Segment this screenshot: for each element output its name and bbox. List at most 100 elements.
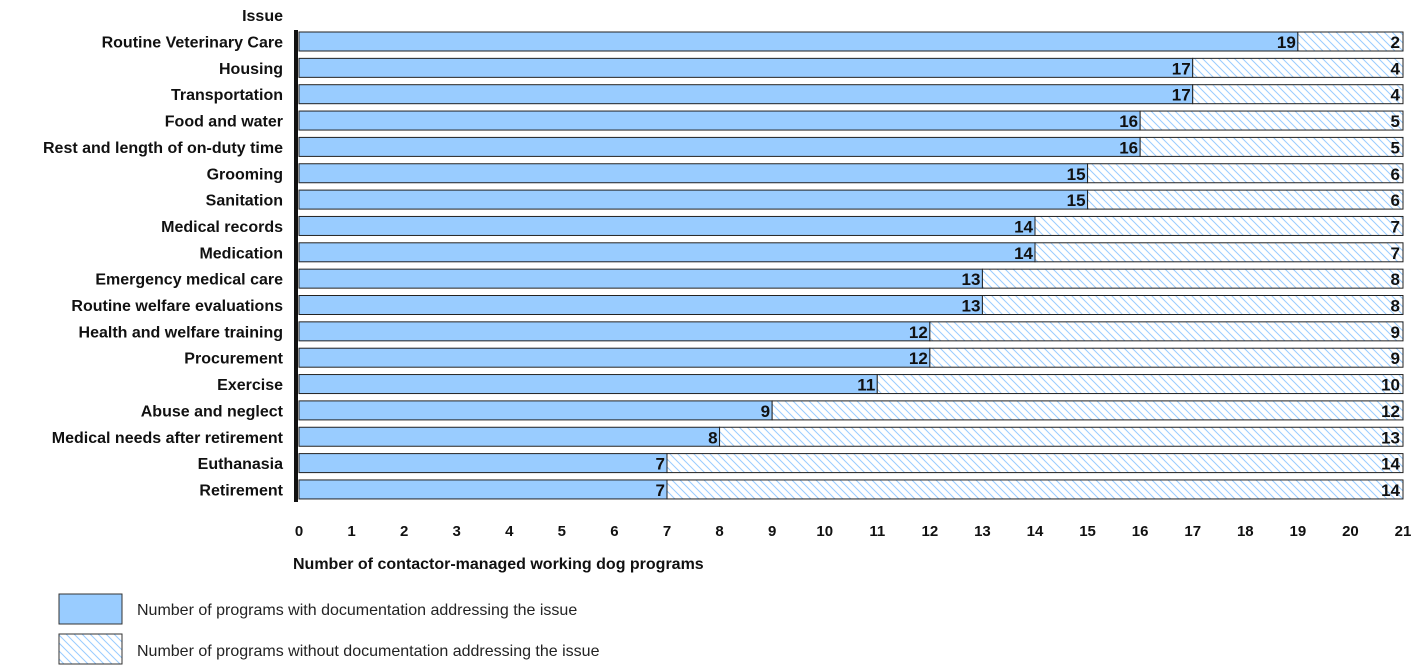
category-label-retirement: Retirement bbox=[199, 482, 283, 499]
bar-with-documentation-abuse-and-neglect bbox=[298, 400, 773, 421]
x-tick-label-9: 9 bbox=[768, 523, 776, 540]
value-label-without-documentation-transportation: 4 bbox=[1391, 86, 1401, 105]
x-axis-ticks-layer: 0 1 2 3 4 5 6 7 8 9 10 11 12 13 14 15 16 17 18 19 20 21 bbox=[295, 523, 1412, 540]
bar-with-documentation-exercise bbox=[298, 374, 878, 395]
category-label-exercise: Exercise bbox=[217, 377, 283, 394]
value-label-with-documentation-transportation: 17 bbox=[1172, 86, 1191, 105]
category-label-food-and-water: Food and water bbox=[165, 114, 283, 131]
value-label-with-documentation-sanitation: 15 bbox=[1067, 191, 1086, 210]
value-label-without-documentation-housing: 4 bbox=[1391, 59, 1401, 78]
bar-with-documentation-euthanasia bbox=[298, 453, 668, 474]
bar-with-documentation-sanitation bbox=[298, 189, 1089, 210]
bar-with-documentation-food-and-water bbox=[298, 110, 1141, 131]
bar-with-documentation-medication bbox=[298, 242, 1036, 263]
y-axis-line bbox=[294, 30, 298, 502]
value-label-with-documentation-procurement: 12 bbox=[909, 349, 928, 368]
bar-without-documentation-food-and-water bbox=[1139, 110, 1404, 131]
value-label-with-documentation-emergency-medical-care: 13 bbox=[962, 270, 981, 289]
x-tick-label-7: 7 bbox=[663, 523, 671, 540]
value-label-with-documentation-medical-needs-after-retirement: 8 bbox=[708, 428, 717, 447]
category-label-procurement: Procurement bbox=[184, 351, 283, 368]
bar-without-documentation-grooming bbox=[1087, 163, 1404, 184]
value-label-without-documentation-health-and-welfare-training: 9 bbox=[1391, 323, 1400, 342]
x-tick-label-15: 15 bbox=[1079, 523, 1096, 540]
x-tick-label-2: 2 bbox=[400, 523, 408, 540]
value-label-with-documentation-routine-welfare-evaluations: 13 bbox=[962, 297, 981, 316]
value-label-without-documentation-routine-veterinary-care: 2 bbox=[1391, 33, 1400, 52]
value-label-with-documentation-health-and-welfare-training: 12 bbox=[909, 323, 928, 342]
category-label-rest-and-length-of-on-duty-time: Rest and length of on-duty time bbox=[43, 140, 283, 157]
bar-with-documentation-emergency-medical-care bbox=[298, 268, 983, 289]
value-label-without-documentation-emergency-medical-care: 8 bbox=[1391, 270, 1400, 289]
value-label-without-documentation-grooming: 6 bbox=[1391, 165, 1400, 184]
legend: Number of programs with documentation ad… bbox=[58, 593, 600, 665]
value-label-with-documentation-exercise: 11 bbox=[857, 376, 875, 395]
category-label-housing: Housing bbox=[219, 61, 283, 78]
category-label-euthanasia: Euthanasia bbox=[198, 456, 283, 473]
bar-without-documentation-euthanasia bbox=[666, 453, 1404, 474]
legend-label-with-documentation: Number of programs with documentation ad… bbox=[137, 602, 577, 619]
value-label-with-documentation-food-and-water: 16 bbox=[1119, 112, 1138, 131]
value-label-without-documentation-medical-records: 7 bbox=[1391, 217, 1400, 236]
value-label-with-documentation-housing: 17 bbox=[1172, 59, 1191, 78]
value-labels-layer: 19 2 17 4 17 4 16 5 16 5 15 6 15 6 14 7 14 7 13 8 13 8 12 9 12 9 1… bbox=[656, 33, 1401, 500]
category-label-medication: Medication bbox=[199, 245, 283, 262]
value-label-with-documentation-grooming: 15 bbox=[1067, 165, 1086, 184]
value-label-without-documentation-abuse-and-neglect: 12 bbox=[1381, 402, 1400, 421]
x-tick-label-13: 13 bbox=[974, 523, 991, 540]
category-label-routine-veterinary-care: Routine Veterinary Care bbox=[102, 35, 284, 52]
value-label-with-documentation-medication: 14 bbox=[1014, 244, 1033, 263]
category-label-abuse-and-neglect: Abuse and neglect bbox=[141, 403, 284, 420]
value-label-without-documentation-euthanasia: 14 bbox=[1381, 455, 1400, 474]
value-label-without-documentation-medical-needs-after-retirement: 13 bbox=[1381, 428, 1400, 447]
category-label-routine-welfare-evaluations: Routine welfare evaluations bbox=[71, 298, 283, 315]
x-tick-label-1: 1 bbox=[347, 523, 355, 540]
bar-with-documentation-routine-veterinary-care bbox=[298, 31, 1299, 52]
category-labels-layer: Routine Veterinary Care Housing Transporta… bbox=[43, 35, 284, 500]
value-label-without-documentation-sanitation: 6 bbox=[1391, 191, 1400, 210]
x-tick-label-3: 3 bbox=[453, 523, 461, 540]
bar-without-documentation-transportation bbox=[1192, 84, 1404, 105]
bar-without-documentation-sanitation bbox=[1087, 189, 1404, 210]
value-label-without-documentation-retirement: 14 bbox=[1381, 481, 1400, 500]
value-label-with-documentation-retirement: 7 bbox=[656, 481, 665, 500]
x-tick-label-11: 11 bbox=[869, 523, 885, 540]
x-tick-label-8: 8 bbox=[715, 523, 723, 540]
bar-with-documentation-medical-records bbox=[298, 215, 1036, 236]
x-tick-label-19: 19 bbox=[1290, 523, 1307, 540]
x-tick-label-14: 14 bbox=[1027, 523, 1044, 540]
bar-without-documentation-routine-veterinary-care bbox=[1297, 31, 1404, 52]
category-label-emergency-medical-care: Emergency medical care bbox=[95, 272, 283, 289]
bar-without-documentation-routine-welfare-evaluations bbox=[981, 295, 1404, 315]
bar-with-documentation-medical-needs-after-retirement bbox=[298, 426, 721, 447]
legend-label-without-documentation: Number of programs without documentation… bbox=[137, 643, 600, 660]
bar-with-documentation-housing bbox=[298, 57, 1194, 78]
legend-swatch-with-documentation bbox=[58, 593, 123, 625]
x-tick-label-6: 6 bbox=[610, 523, 618, 540]
x-tick-label-10: 10 bbox=[816, 523, 833, 540]
x-tick-label-0: 0 bbox=[295, 523, 303, 540]
bar-without-documentation-health-and-welfare-training bbox=[929, 321, 1404, 342]
x-tick-label-20: 20 bbox=[1342, 523, 1359, 540]
bar-without-documentation-retirement bbox=[666, 479, 1404, 500]
bar-without-documentation-procurement bbox=[929, 347, 1404, 368]
bar-without-documentation-emergency-medical-care bbox=[981, 268, 1404, 289]
category-label-health-and-welfare-training: Health and welfare training bbox=[79, 324, 283, 341]
category-axis-title: Issue bbox=[242, 8, 283, 25]
bar-without-documentation-abuse-and-neglect bbox=[771, 400, 1404, 421]
value-label-with-documentation-euthanasia: 7 bbox=[656, 455, 665, 474]
bar-with-documentation-rest-and-length-of-on-duty-time bbox=[298, 136, 1141, 157]
bar-without-documentation-medication bbox=[1034, 242, 1404, 263]
value-label-without-documentation-medication: 7 bbox=[1391, 244, 1400, 263]
x-tick-label-16: 16 bbox=[1132, 523, 1149, 540]
x-tick-label-12: 12 bbox=[922, 523, 939, 540]
x-tick-label-21: 21 bbox=[1395, 523, 1412, 540]
bar-with-documentation-routine-welfare-evaluations bbox=[298, 295, 983, 315]
value-label-without-documentation-procurement: 9 bbox=[1391, 349, 1400, 368]
value-label-with-documentation-rest-and-length-of-on-duty-time: 16 bbox=[1119, 138, 1138, 157]
category-label-medical-needs-after-retirement: Medical needs after retirement bbox=[52, 430, 284, 447]
value-label-without-documentation-routine-welfare-evaluations: 8 bbox=[1391, 297, 1400, 316]
value-label-with-documentation-medical-records: 14 bbox=[1014, 217, 1033, 236]
bar-without-documentation-medical-needs-after-retirement bbox=[719, 426, 1404, 447]
